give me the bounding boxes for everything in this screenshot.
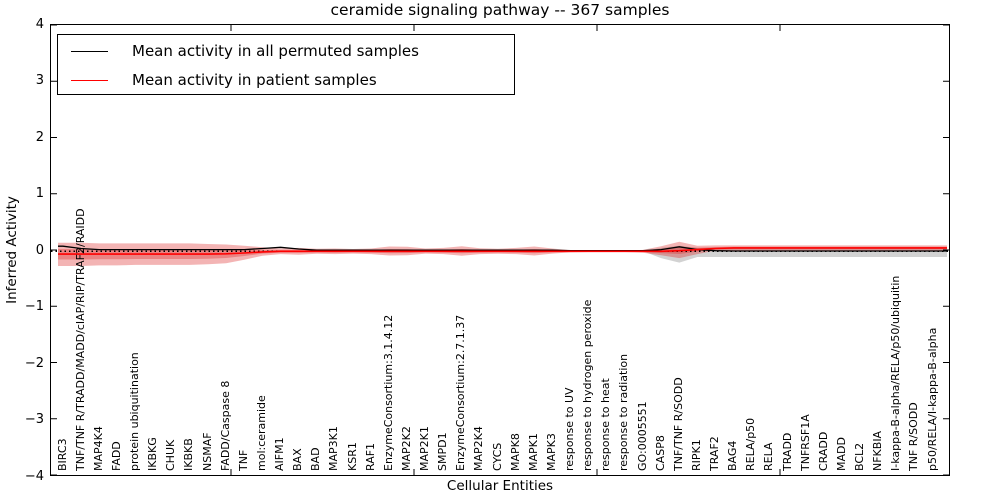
x-tick-label: BAG4 (726, 440, 740, 471)
y-tick-label: −2 (24, 355, 44, 371)
x-tick-label: RELA (762, 442, 776, 472)
y-tick-label: 3 (35, 73, 44, 88)
y-tick-label: −4 (24, 468, 44, 484)
x-tick-label: FADD (109, 441, 123, 471)
x-tick-label: response to radiation (617, 353, 631, 471)
y-tick-label: −3 (24, 412, 44, 427)
legend-label-patient: Mean activity in patient samples (132, 71, 377, 89)
patient-mean-line (58, 247, 947, 255)
y-tick-label: 0 (35, 242, 44, 258)
x-tick-label: MAP2K2 (399, 426, 413, 471)
x-tick-label: RIPK1 (689, 439, 703, 471)
chart-title: ceramide signaling pathway -- 367 sample… (330, 1, 670, 19)
x-tick-label: NSMAF (200, 432, 214, 471)
permuted-band (58, 245, 947, 263)
x-tick-label: protein ubiquitination (128, 352, 141, 471)
x-tick-label: RAF1 (363, 442, 377, 471)
x-tick-label: TRAF2 (708, 436, 721, 471)
x-tick-label: CRADD (816, 431, 830, 471)
x-tick-label: IKBKB (182, 438, 196, 471)
y-tick-label: −1 (24, 299, 44, 314)
legend-item-patient: Mean activity in patient samples (58, 67, 514, 93)
x-tick-label: KSR1 (345, 442, 359, 471)
x-tick-label: GO:0005551 (635, 401, 649, 471)
x-tick-label: CASP8 (653, 435, 667, 471)
permuted-mean-line (58, 245, 947, 252)
legend-label-permuted: Mean activity in all permuted samples (132, 42, 419, 60)
legend-line-permuted-icon (71, 50, 108, 52)
legend: Mean activity in all permuted samples Me… (57, 34, 515, 95)
x-tick-label: TNF R/SODD (907, 402, 921, 471)
x-tick-label: MAPK8 (508, 433, 522, 471)
x-tick-label: SMPD1 (436, 432, 450, 471)
x-tick-label: MAP3K1 (327, 426, 341, 471)
x-tick-label: AIFM1 (273, 437, 286, 471)
x-tick-label: MAPK3 (544, 433, 558, 471)
x-tick-label: BIRC3 (55, 438, 69, 471)
x-tick-label: TNF (236, 449, 250, 471)
x-tick-label: RELA/p50 (744, 417, 758, 471)
x-tick-label: MAP2K1 (418, 426, 431, 471)
x-tick-label: MAP4K4 (91, 426, 105, 471)
x-tick-label: BCL2 (853, 442, 866, 471)
y-tick-label: 4 (35, 16, 44, 32)
x-axis-title: Cellular Entities (446, 478, 554, 494)
x-tick-label: FADD/Caspase 8 (218, 380, 232, 471)
x-tick-label: IKBKG (146, 437, 160, 471)
y-tick-label: 2 (35, 129, 44, 145)
x-tick-label: BAD (309, 447, 323, 471)
x-tick-label: TNF/TNF R/SODD (671, 377, 685, 471)
x-tick-label: EnzymeConsortium:3.1.4.12 (381, 314, 395, 471)
x-tick-label: MADD (834, 437, 848, 471)
legend-item-permuted: Mean activity in all permuted samples (58, 38, 514, 64)
x-tick-label: TNFRSF1A (798, 414, 812, 471)
x-tick-label: BAX (291, 448, 305, 471)
plot-area (50, 24, 950, 476)
x-tick-label: NFKBIA (871, 430, 885, 471)
chart-canvas (51, 25, 949, 475)
x-tick-label: CYCS (490, 442, 504, 471)
x-tick-label: TRADD (780, 432, 794, 471)
y-tick-label: 1 (35, 186, 44, 201)
x-tick-label: response to heat (599, 378, 613, 471)
x-tick-label: CHUK (164, 439, 178, 471)
x-tick-label: p50/RELA/I-kappa-B-alpha (925, 327, 939, 471)
x-tick-label: mol:ceramide (254, 395, 268, 471)
x-tick-label: EnzymeConsortium:2.7.1.37 (454, 314, 468, 471)
x-tick-label: MAP2K4 (472, 426, 486, 471)
legend-line-patient-icon (71, 79, 108, 81)
x-tick-label: I-kappa-B-alpha/RELA/p50/ubiquitin (889, 275, 903, 471)
x-tick-label: response to UV (563, 387, 576, 471)
x-tick-label: MAPK1 (526, 433, 540, 471)
x-tick-label: response to hydrogen peroxide (581, 299, 595, 471)
x-tick-label: TNF/TNF R/TRADD/MADD/cIAP/RIP/TRAF2/RAID… (73, 208, 87, 471)
